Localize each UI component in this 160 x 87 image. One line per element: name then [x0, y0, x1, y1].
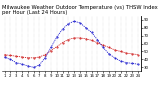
- Text: Milwaukee Weather Outdoor Temperature (vs) THSW Index per Hour (Last 24 Hours): Milwaukee Weather Outdoor Temperature (v…: [2, 5, 157, 15]
- Outdoor Temp: [131, 53, 133, 54]
- Outdoor Temp: [67, 39, 69, 40]
- Line: Outdoor Temp: Outdoor Temp: [4, 37, 139, 58]
- Line: THSW Index: THSW Index: [4, 21, 139, 68]
- Outdoor Temp: [9, 55, 11, 56]
- THSW Index: [15, 62, 17, 63]
- THSW Index: [120, 60, 121, 62]
- Outdoor Temp: [96, 42, 98, 43]
- Outdoor Temp: [38, 56, 40, 58]
- THSW Index: [137, 64, 139, 65]
- THSW Index: [27, 65, 29, 66]
- Outdoor Temp: [21, 56, 23, 58]
- THSW Index: [38, 64, 40, 66]
- Outdoor Temp: [50, 50, 52, 51]
- THSW Index: [62, 29, 64, 30]
- THSW Index: [32, 67, 34, 68]
- Outdoor Temp: [4, 54, 5, 55]
- THSW Index: [131, 63, 133, 64]
- Outdoor Temp: [73, 37, 75, 38]
- THSW Index: [79, 22, 81, 23]
- Outdoor Temp: [56, 46, 58, 47]
- Outdoor Temp: [62, 42, 64, 43]
- THSW Index: [73, 21, 75, 22]
- Outdoor Temp: [32, 57, 34, 58]
- Outdoor Temp: [108, 47, 110, 48]
- THSW Index: [56, 37, 58, 38]
- Outdoor Temp: [125, 53, 127, 54]
- Outdoor Temp: [114, 49, 116, 50]
- THSW Index: [4, 56, 5, 58]
- Outdoor Temp: [137, 54, 139, 55]
- Outdoor Temp: [44, 54, 46, 55]
- THSW Index: [96, 39, 98, 40]
- THSW Index: [114, 57, 116, 58]
- Outdoor Temp: [85, 38, 87, 39]
- THSW Index: [44, 57, 46, 58]
- Outdoor Temp: [79, 37, 81, 38]
- Outdoor Temp: [91, 40, 92, 41]
- THSW Index: [85, 27, 87, 28]
- Outdoor Temp: [27, 57, 29, 58]
- THSW Index: [9, 59, 11, 60]
- THSW Index: [125, 62, 127, 63]
- Outdoor Temp: [120, 51, 121, 52]
- THSW Index: [21, 64, 23, 65]
- THSW Index: [108, 53, 110, 54]
- THSW Index: [50, 47, 52, 48]
- THSW Index: [67, 23, 69, 24]
- Outdoor Temp: [15, 56, 17, 57]
- THSW Index: [91, 32, 92, 33]
- Outdoor Temp: [102, 45, 104, 46]
- THSW Index: [102, 47, 104, 48]
